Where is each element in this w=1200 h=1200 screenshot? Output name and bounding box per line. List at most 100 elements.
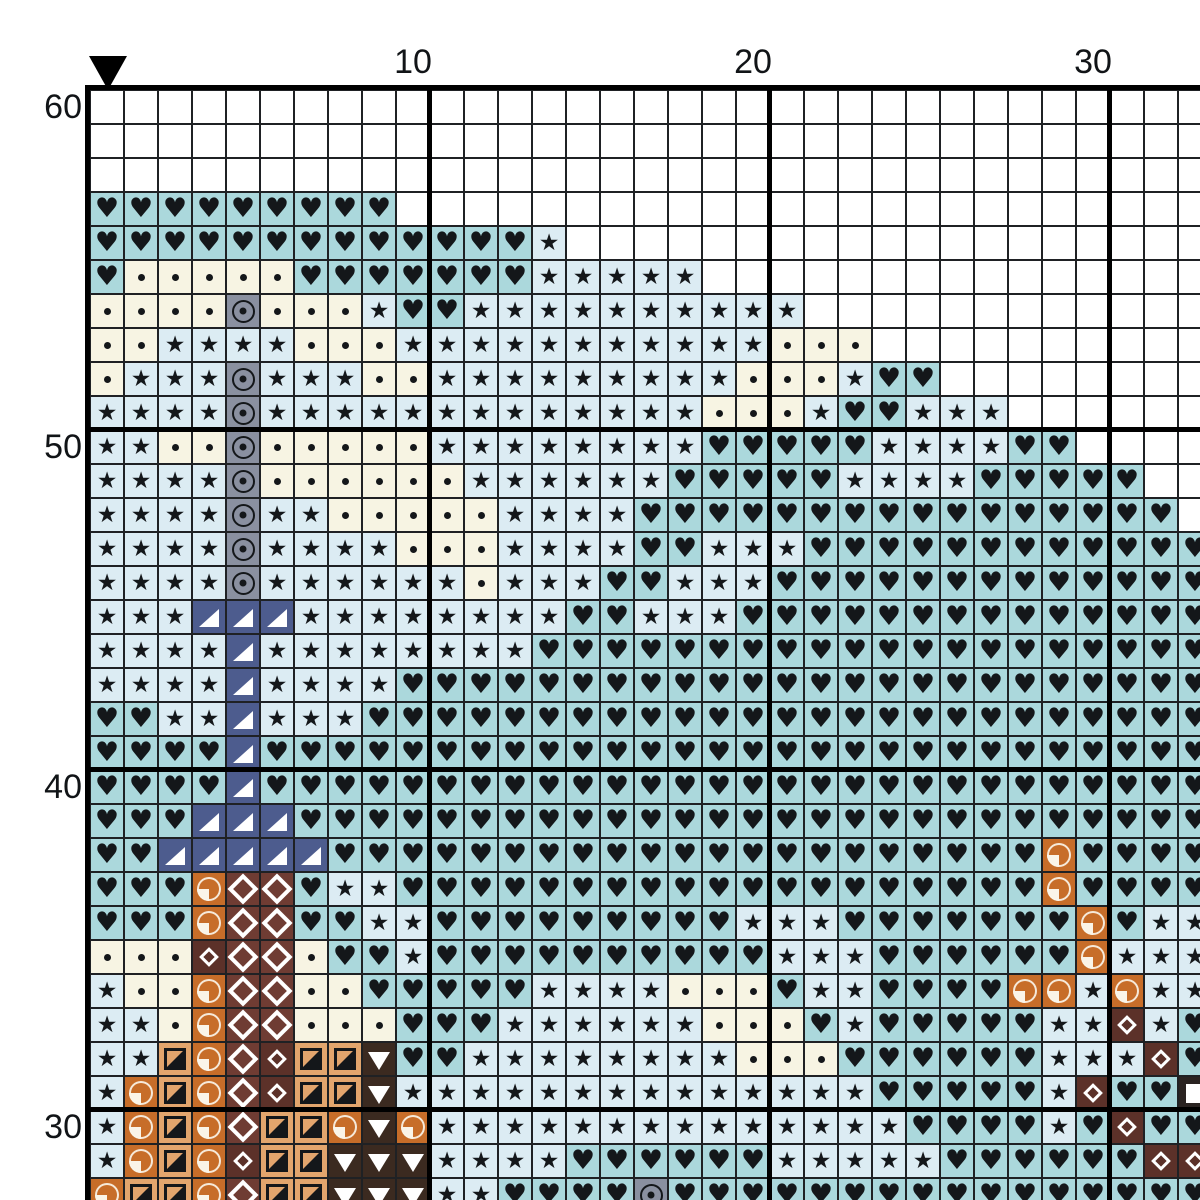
- small-dot-icon: [477, 511, 485, 519]
- grid-cell: ♥: [804, 430, 838, 464]
- grid-cell: ♥: [702, 498, 736, 532]
- corner-triangle-icon: [199, 813, 219, 831]
- grid-cell: ♥: [940, 600, 974, 634]
- grid-cell: ♥: [736, 430, 770, 464]
- grid-cell: [260, 906, 294, 940]
- down-triangle-icon: [334, 1153, 356, 1172]
- quarter-circle-icon: [1081, 911, 1105, 935]
- grid-cell: ♥: [600, 1178, 634, 1200]
- grid-cell: ★: [532, 464, 566, 498]
- grid-cell: ★: [634, 328, 668, 362]
- diagonal-half-square-icon: [266, 1116, 288, 1138]
- grid-cell: ★: [90, 600, 124, 634]
- grid-cell: ★: [1042, 1076, 1076, 1110]
- grid-cell: [804, 226, 838, 260]
- grid-cell: ★: [498, 294, 532, 328]
- grid-cell: [1042, 226, 1076, 260]
- grid-cell: [1076, 192, 1110, 226]
- small-dot-icon: [307, 443, 315, 451]
- grid-cell: ♥: [464, 226, 498, 260]
- grid-cell: ♥: [1076, 566, 1110, 600]
- grid-cell: ♥: [566, 804, 600, 838]
- grid-cell: ★: [634, 260, 668, 294]
- grid-cell: ♥: [430, 906, 464, 940]
- grid-cell: ★: [464, 1110, 498, 1144]
- grid-cell: ★: [158, 702, 192, 736]
- grid-cell: ♥: [974, 974, 1008, 1008]
- quarter-circle-icon: [95, 1183, 119, 1200]
- grid-cell: ★: [634, 464, 668, 498]
- grid-cell: ♥: [396, 668, 430, 702]
- grid-cell: ★: [566, 566, 600, 600]
- grid-cell: [1076, 158, 1110, 192]
- grid-cell: ★: [396, 600, 430, 634]
- diamond-outline-icon: [227, 941, 259, 973]
- grid-cell: ★: [464, 1178, 498, 1200]
- grid-cell: ♥: [906, 532, 940, 566]
- grid-cell: ♥: [1178, 736, 1200, 770]
- grid-cell: ★: [362, 396, 396, 430]
- grid-cell: ★: [464, 430, 498, 464]
- grid-cell: ♥: [872, 634, 906, 668]
- grid-cell: ♥: [464, 1008, 498, 1042]
- grid-cell: [192, 804, 226, 838]
- column-label-30: 30: [1074, 43, 1112, 81]
- grid-cell: ★: [566, 1008, 600, 1042]
- grid-cell: ♥: [1178, 1178, 1200, 1200]
- grid-cell: ♥: [1008, 736, 1042, 770]
- grid-cell: ♥: [1144, 600, 1178, 634]
- grid-cell: ★: [90, 464, 124, 498]
- grid-cell: ♥: [430, 294, 464, 328]
- grid-cell: ♥: [804, 736, 838, 770]
- corner-triangle-icon: [233, 643, 253, 661]
- grid-cell: ♥: [294, 192, 328, 226]
- small-dot-icon: [273, 443, 281, 451]
- grid-cell: ★: [464, 600, 498, 634]
- grid-cell: ♥: [736, 770, 770, 804]
- diamond-outline-icon: [261, 1009, 293, 1041]
- grid-cell: [362, 1144, 396, 1178]
- grid-cell: [294, 1110, 328, 1144]
- grid-cell: ♥: [770, 1178, 804, 1200]
- grid-cell: [158, 1042, 192, 1076]
- grid-cell: [974, 90, 1008, 124]
- grid-cell: ♥: [974, 532, 1008, 566]
- grid-cell: ♥: [328, 736, 362, 770]
- diagonal-half-square-icon: [300, 1082, 322, 1104]
- grid-cell: ★: [770, 940, 804, 974]
- grid-cell: ♥: [158, 192, 192, 226]
- grid-cell: ★: [600, 464, 634, 498]
- small-diamond-outline-icon: [233, 1151, 253, 1171]
- grid-cell: ★: [668, 600, 702, 634]
- grid-cell: ♥: [974, 1008, 1008, 1042]
- grid-cell: ♥: [1008, 634, 1042, 668]
- grid-cell: ♥: [872, 566, 906, 600]
- grid-cell: ♥: [974, 668, 1008, 702]
- grid-cell: ★: [906, 396, 940, 430]
- grid-cell: [158, 1144, 192, 1178]
- grid-cell: [770, 328, 804, 362]
- grid-cell: ♥: [566, 634, 600, 668]
- grid-cell: ★: [634, 396, 668, 430]
- small-dot-icon: [375, 1021, 383, 1029]
- grid-cell: ♥: [1144, 634, 1178, 668]
- grid-cell: ♥: [566, 872, 600, 906]
- grid-cell: ♥: [192, 736, 226, 770]
- grid-cell: [872, 328, 906, 362]
- grid-cell: ★: [906, 464, 940, 498]
- small-dot-icon: [341, 307, 349, 315]
- grid-cell: ♥: [940, 1076, 974, 1110]
- grid-cell: ♥: [1144, 668, 1178, 702]
- grid-cell: [770, 124, 804, 158]
- grid-cell: ♥: [804, 634, 838, 668]
- grid-cell: [192, 430, 226, 464]
- grid-cell: ♥: [872, 1076, 906, 1110]
- grid-cell: [226, 668, 260, 702]
- diagonal-half-square-icon: [334, 1048, 356, 1070]
- grid-cell: ★: [158, 634, 192, 668]
- grid-cell: ♥: [906, 668, 940, 702]
- grid-cell: [770, 1008, 804, 1042]
- grid-cell: ♥: [1042, 566, 1076, 600]
- grid-cell: [124, 1144, 158, 1178]
